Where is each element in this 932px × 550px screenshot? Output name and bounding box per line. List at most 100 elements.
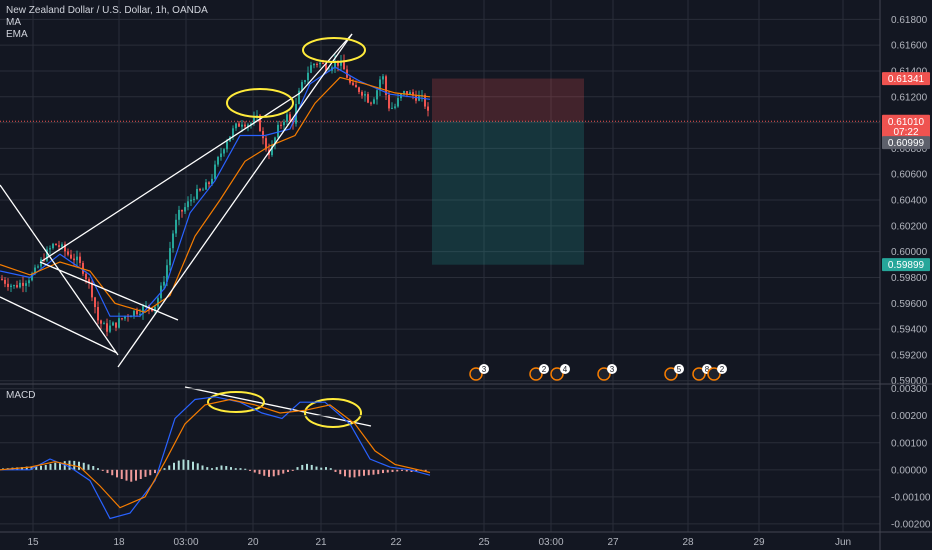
candle-body <box>211 178 213 185</box>
take-profit-zone[interactable] <box>432 121 584 265</box>
macd-histogram-bar <box>287 469 289 472</box>
highlight-ellipse[interactable] <box>302 37 366 63</box>
candle-body <box>412 92 414 96</box>
price-tag[interactable] <box>882 72 930 86</box>
macd-histogram-bar <box>97 468 99 470</box>
macd-histogram-bar <box>325 467 327 470</box>
candle-body <box>178 209 180 220</box>
macd-histogram-bar <box>59 462 61 470</box>
ema-indicator-label[interactable]: EMA <box>6 29 28 40</box>
macd-histogram-bar <box>144 469 147 477</box>
macd-histogram-bar <box>310 464 313 470</box>
macd-histogram-bar <box>106 469 109 474</box>
candle-body <box>319 63 321 65</box>
candle-body <box>304 80 306 83</box>
candle-body <box>106 323 108 332</box>
macd-highlight-ellipse[interactable] <box>304 398 362 428</box>
trendline[interactable] <box>299 33 353 94</box>
macd-histogram-bar <box>410 469 413 472</box>
position-tool[interactable] <box>0 78 880 265</box>
time-axis[interactable]: 15 18 03:00 20 21 22 25 03:00 27 28 29 Jun <box>27 537 851 548</box>
candle-body <box>271 144 273 156</box>
macd-histogram-bar <box>182 459 185 470</box>
macd-histogram-bar <box>239 468 242 470</box>
macd-histogram-bar <box>192 461 194 470</box>
ma-indicator-label[interactable]: MA <box>6 17 21 28</box>
event-count-badge[interactable] <box>479 364 489 374</box>
event-flag-icon[interactable] <box>664 367 678 381</box>
macd-highlight-ellipse[interactable] <box>207 391 265 413</box>
candle-body <box>1 278 3 280</box>
candle-body <box>136 310 138 315</box>
macd-histogram-bar <box>21 467 23 470</box>
macd-tick-label: 0.00300 <box>891 384 928 395</box>
price-tag[interactable] <box>882 258 930 272</box>
macd-histogram-bar <box>234 468 237 470</box>
trendline[interactable] <box>0 296 118 354</box>
event-flag-icon[interactable] <box>469 367 483 381</box>
candle-body <box>184 207 186 212</box>
event-count-badge[interactable] <box>607 364 617 374</box>
candle-body <box>286 114 288 122</box>
event-flag-icon[interactable] <box>597 367 611 381</box>
time-tick-label: 18 <box>113 537 125 548</box>
macd-histogram-bar <box>367 469 370 476</box>
macd-histogram-bar <box>372 469 375 475</box>
price-tag[interactable] <box>882 136 930 150</box>
trendline[interactable] <box>117 33 353 368</box>
event-count-badge[interactable] <box>539 364 549 374</box>
candle-body <box>193 198 195 200</box>
price-tag[interactable] <box>882 114 930 128</box>
macd-histogram-bar <box>415 469 418 472</box>
candle-body <box>241 124 243 127</box>
candle-body <box>370 102 372 104</box>
macd-tick-label: 0.00000 <box>891 465 928 476</box>
event-flag-icon[interactable] <box>550 367 564 381</box>
candle-body <box>397 98 399 107</box>
candle-body <box>427 106 429 111</box>
candle-body <box>139 313 141 315</box>
candle-body <box>322 63 324 65</box>
macd-histogram-bar <box>101 469 104 471</box>
candle-body <box>340 60 342 66</box>
time-tick-label: 29 <box>753 537 765 548</box>
event-count-badge[interactable] <box>717 364 727 374</box>
candle-body <box>64 244 66 252</box>
highlight-ellipse[interactable] <box>226 88 294 118</box>
macd-histogram-bar <box>111 469 114 476</box>
trendline[interactable] <box>39 261 179 321</box>
candle-body <box>226 141 228 150</box>
trendline-drawings[interactable] <box>0 33 372 428</box>
event-flag-icon[interactable] <box>529 367 543 381</box>
macd-histogram-bar <box>125 469 128 481</box>
macd-histogram-bar <box>396 469 399 472</box>
macd-histogram-bar <box>401 469 403 471</box>
macd-trendline[interactable] <box>184 386 372 427</box>
event-flag-icon[interactable] <box>692 367 706 381</box>
candle-body <box>88 279 90 283</box>
event-badges[interactable]: 3 2 4 3 5 8 2 <box>469 364 727 381</box>
candle-body <box>163 281 165 286</box>
candle-body <box>220 153 222 158</box>
event-count-badge[interactable] <box>560 364 570 374</box>
macd-histogram-bar <box>130 469 133 482</box>
candle-body <box>79 256 81 263</box>
trendline[interactable] <box>41 92 301 262</box>
macd-histogram-bar <box>329 468 332 470</box>
price-tag[interactable] <box>882 125 930 139</box>
candle-body <box>316 63 318 65</box>
stop-loss-zone[interactable] <box>432 78 584 122</box>
event-flag-icon[interactable] <box>707 367 721 381</box>
event-count-badge[interactable] <box>674 364 684 374</box>
price-tag-label: 0.60999 <box>888 138 925 149</box>
macd-signal-line <box>0 398 431 509</box>
symbol-title[interactable]: New Zealand Dollar / U.S. Dollar, 1h, OA… <box>6 5 208 16</box>
macd-histogram-bar <box>168 465 171 470</box>
macd-indicator-label[interactable]: MACD <box>6 390 36 401</box>
candle-body <box>172 233 174 249</box>
candle-body <box>391 107 393 109</box>
candle-body <box>277 124 279 138</box>
candle-body <box>28 280 30 284</box>
